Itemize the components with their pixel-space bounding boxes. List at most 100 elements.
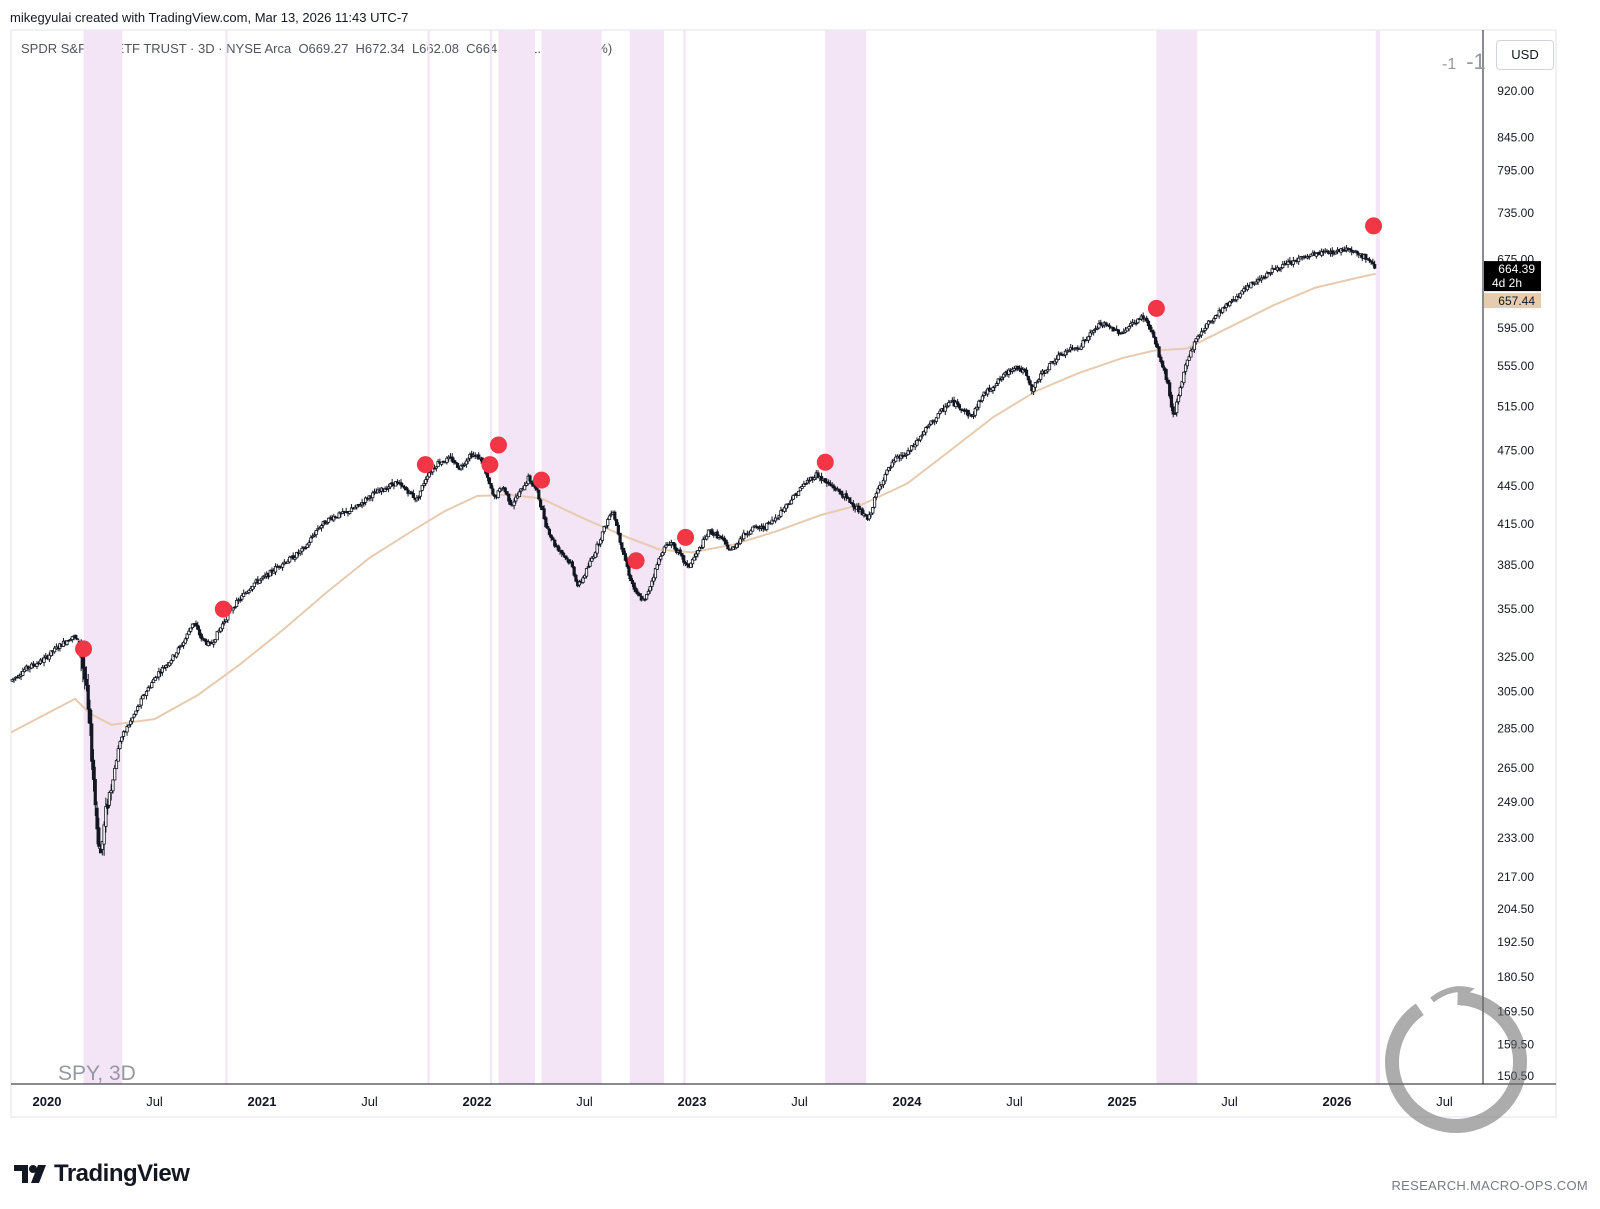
candle-body <box>258 579 262 584</box>
candle-body <box>178 645 182 648</box>
candle-body <box>114 760 119 769</box>
candle <box>190 623 195 630</box>
candle <box>819 472 824 484</box>
candle <box>1083 339 1087 344</box>
candle-body <box>1088 332 1092 337</box>
candle-body <box>862 513 866 517</box>
candle-body <box>1304 256 1308 259</box>
currency-button[interactable]: USD <box>1496 40 1554 70</box>
candle-body <box>402 486 407 489</box>
candle <box>360 498 364 509</box>
candle <box>141 693 145 700</box>
candle-body <box>348 511 352 514</box>
candle <box>160 665 165 676</box>
candle-body <box>496 490 500 498</box>
candle <box>593 551 597 559</box>
candle <box>58 642 62 652</box>
candle <box>1139 314 1144 322</box>
candle-body <box>252 582 256 588</box>
candle-body <box>206 641 210 647</box>
candle-body <box>948 400 953 403</box>
candle <box>286 559 290 564</box>
signal-dot <box>1365 217 1383 235</box>
tradingview-brand[interactable]: TradingView <box>14 1160 190 1188</box>
candle <box>1001 372 1006 381</box>
candle-body <box>1009 370 1013 372</box>
candle-body <box>775 517 779 520</box>
candle-body <box>68 639 73 641</box>
candle <box>814 470 818 480</box>
candle-body <box>1201 330 1205 333</box>
candle-body <box>645 594 649 600</box>
candle-body <box>599 539 603 545</box>
candle <box>519 488 523 495</box>
candle <box>973 406 977 418</box>
candle <box>1164 368 1168 383</box>
candle-body <box>286 560 290 564</box>
candle <box>91 749 96 792</box>
signal-dot <box>490 436 507 454</box>
candle <box>130 717 134 725</box>
candle <box>1311 250 1315 256</box>
candle-body <box>493 494 497 497</box>
candle <box>485 470 490 482</box>
candle <box>759 523 764 532</box>
candle-body <box>795 493 799 496</box>
symbol-name[interactable]: SPDR S&P 500 ETF TRUST · 3D · NYSE Arca <box>21 41 292 56</box>
candle-body <box>683 562 688 564</box>
candle <box>1321 249 1326 256</box>
candle-body <box>1281 264 1285 269</box>
candle <box>289 555 294 558</box>
candle-body <box>904 453 908 456</box>
candle-body <box>804 483 808 485</box>
candle-body <box>908 449 912 452</box>
candle <box>220 621 225 632</box>
candle <box>19 671 23 681</box>
candle <box>1136 318 1140 325</box>
candle-body <box>1145 317 1149 322</box>
candle-body <box>415 497 419 501</box>
y-tick-label: 445.00 <box>1497 479 1534 493</box>
candle-body <box>816 472 820 478</box>
candle-body <box>802 483 806 488</box>
x-tick-label: Jul <box>1221 1094 1238 1109</box>
candle-body <box>1268 272 1273 275</box>
candle <box>524 481 529 487</box>
candle <box>1358 253 1363 258</box>
candle-body <box>735 543 739 549</box>
candle <box>457 466 461 471</box>
candle <box>682 555 686 566</box>
candle-body <box>1275 266 1280 271</box>
candle-body <box>1215 314 1219 317</box>
candle-body <box>1219 309 1223 313</box>
candle <box>625 556 629 569</box>
candle-body <box>334 516 338 519</box>
candle-body <box>940 408 944 412</box>
candle <box>1161 360 1165 369</box>
candle <box>466 457 470 465</box>
candle <box>1076 345 1080 352</box>
candle <box>1334 250 1338 255</box>
candle <box>455 462 460 468</box>
candle <box>159 668 163 677</box>
candle-body <box>454 461 458 464</box>
candle <box>659 553 663 562</box>
candle <box>1067 349 1071 353</box>
candle <box>1129 320 1133 328</box>
candle <box>1201 330 1205 333</box>
candle <box>166 662 170 669</box>
candle-body <box>703 537 707 540</box>
candle <box>1065 348 1069 356</box>
candle-body <box>1175 401 1179 414</box>
research-url[interactable]: RESEARCH.MACRO-OPS.COM <box>1391 1178 1588 1193</box>
candle-body <box>510 504 514 507</box>
candle <box>865 514 870 521</box>
candle-body <box>1146 320 1151 327</box>
candle <box>459 463 463 471</box>
candle <box>12 677 16 683</box>
candle <box>136 704 140 713</box>
candle <box>592 554 596 560</box>
candle <box>933 419 937 426</box>
candle-body <box>910 445 914 451</box>
